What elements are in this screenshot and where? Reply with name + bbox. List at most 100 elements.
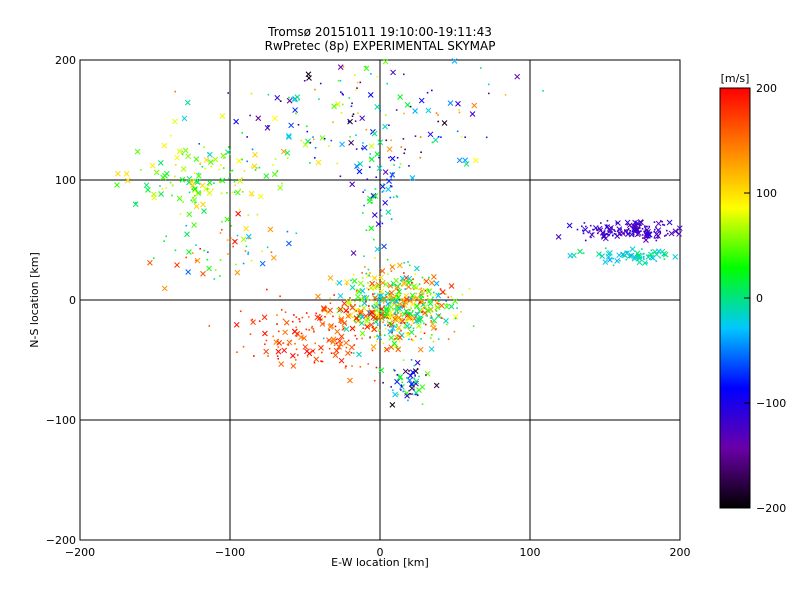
data-point-dot: [403, 152, 406, 155]
data-point-dot: [258, 320, 261, 322]
data-point-dot: [295, 232, 298, 235]
data-point-stroke: [447, 100, 454, 107]
data-point-stroke: [411, 283, 417, 290]
data-point-dot: [414, 135, 417, 137]
data-point-dot: [219, 232, 222, 234]
data-point-x: [234, 269, 241, 276]
data-point-stroke: [582, 226, 589, 233]
data-point-stroke: [408, 381, 415, 387]
data-point-stroke: [281, 347, 288, 354]
data-point-dot: [228, 171, 231, 173]
data-point-x: [264, 124, 271, 131]
data-point-dot: [619, 233, 622, 236]
data-point-x: [407, 311, 414, 317]
data-point-stroke: [347, 377, 353, 384]
data-point-dot: [295, 335, 298, 337]
data-point-x: [404, 102, 411, 108]
data-point-stroke: [195, 173, 202, 179]
data-point-dot: [313, 361, 316, 364]
data-point-x: [356, 351, 362, 358]
data-point-x: [200, 270, 206, 277]
data-point-dot: [293, 314, 295, 316]
data-point-dot: [369, 272, 371, 274]
data-point-dot: [607, 234, 610, 237]
data-point-x: [443, 303, 450, 310]
data-point-dot: [135, 201, 137, 204]
data-point-dot: [605, 224, 608, 227]
data-point-stroke: [153, 169, 160, 176]
data-point-dot: [400, 329, 402, 332]
data-point-stroke: [636, 259, 643, 266]
data-point-x: [288, 122, 294, 129]
data-point-stroke: [632, 226, 638, 233]
data-point-x: [262, 330, 268, 337]
data-point-x: [338, 357, 345, 364]
data-point-dot: [585, 225, 587, 228]
data-point-dot: [389, 297, 391, 300]
data-point-dot: [341, 329, 344, 331]
data-point-dot: [404, 324, 407, 327]
data-point-dot: [504, 94, 507, 96]
data-point-x: [304, 348, 310, 355]
data-point-dot: [429, 317, 432, 319]
data-point-x: [607, 250, 613, 256]
data-point-x: [655, 220, 662, 227]
data-point-x: [240, 236, 247, 243]
data-point-stroke: [272, 115, 278, 122]
data-point-dot: [407, 300, 409, 303]
data-point-x: [145, 186, 151, 193]
data-point-dot: [412, 327, 415, 330]
data-point-x: [397, 334, 403, 341]
data-point-dot: [437, 292, 440, 295]
data-point-dot: [644, 226, 646, 228]
data-point-dot: [384, 114, 387, 116]
data-point-dot: [208, 325, 211, 327]
data-point-dot: [329, 302, 332, 304]
data-point-x: [582, 226, 589, 233]
data-point-stroke: [643, 237, 649, 243]
data-point-dot: [435, 310, 438, 312]
data-point-dot: [245, 245, 248, 248]
data-point-dot: [349, 297, 351, 299]
data-point-dot: [663, 258, 666, 260]
data-point-dot: [346, 283, 348, 286]
data-point-x: [371, 212, 378, 218]
data-point-dot: [626, 223, 628, 226]
data-point-dot: [430, 320, 433, 322]
data-point-dot: [158, 192, 161, 195]
data-point-x: [637, 219, 644, 225]
data-point-x: [462, 157, 469, 164]
data-point-dot: [396, 347, 399, 349]
data-point-dot: [361, 296, 364, 299]
data-point-dot: [611, 231, 613, 233]
data-point-dot: [412, 384, 414, 387]
data-point-dot: [342, 328, 345, 330]
data-point-x: [375, 297, 382, 304]
data-point-stroke: [343, 339, 349, 346]
data-point-stroke: [124, 177, 131, 184]
data-point-stroke: [346, 301, 352, 307]
data-point-x: [405, 331, 411, 338]
data-point-stroke: [203, 157, 210, 163]
data-point-dot: [422, 293, 425, 295]
data-point-dot: [213, 278, 216, 280]
data-point-stroke: [203, 186, 209, 192]
data-point-dot: [425, 374, 427, 376]
data-point-stroke: [629, 246, 636, 253]
data-point-dot: [311, 325, 314, 328]
data-point-dot: [400, 146, 403, 148]
data-point-stroke: [225, 149, 231, 156]
data-point-stroke: [401, 281, 408, 287]
data-point-dot: [364, 66, 367, 68]
data-point-x: [234, 189, 241, 196]
data-point-stroke: [409, 174, 416, 181]
data-point-stroke: [355, 318, 361, 324]
data-point-x: [644, 227, 650, 233]
data-point-stroke: [676, 225, 683, 232]
data-point-x: [345, 313, 351, 319]
data-point-stroke: [233, 118, 239, 125]
data-point-stroke: [149, 162, 156, 169]
data-point-x: [577, 248, 583, 255]
data-point-dot: [218, 168, 220, 171]
